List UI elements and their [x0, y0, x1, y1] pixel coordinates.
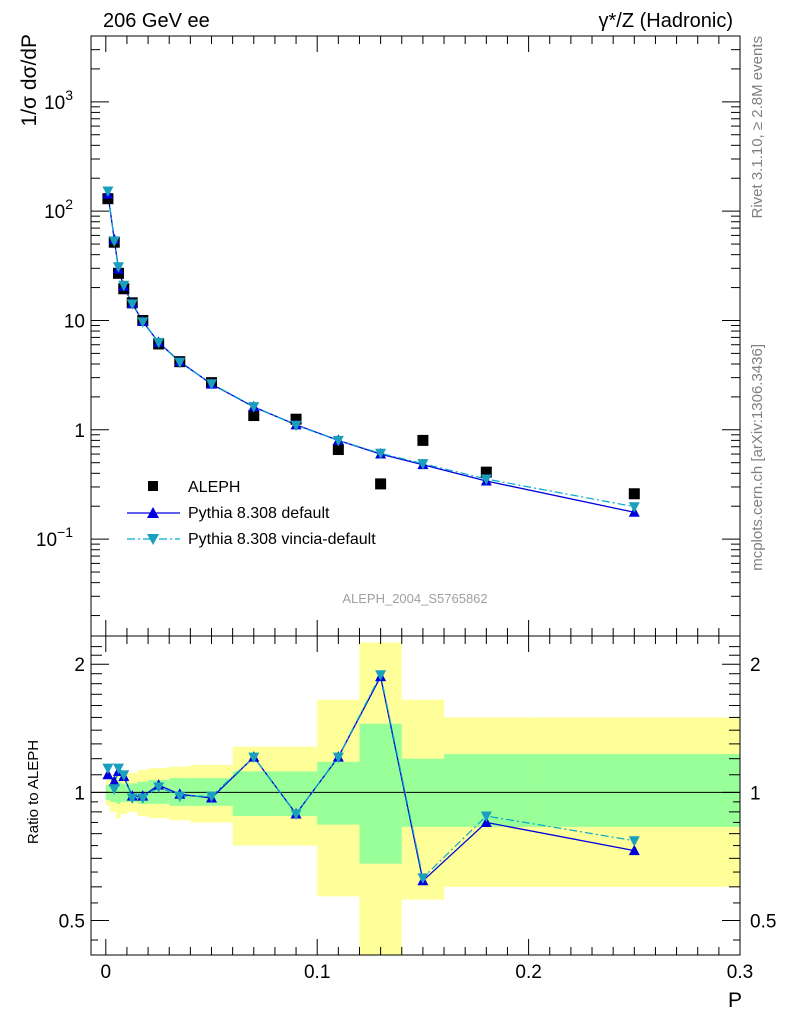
point-aleph: [628, 488, 640, 500]
point-aleph: [375, 478, 387, 490]
ratio-point-pythia-vincia: [205, 791, 217, 803]
ratio-point-pythia-vincia: [118, 770, 130, 781]
point-pythia-vincia: [375, 448, 387, 460]
legend-label-pythia-vincia: Pythia 8.308 vincia-default: [188, 531, 376, 548]
legend-label-aleph: ALEPH: [188, 479, 240, 496]
ratio-point-pythia-vincia: [375, 670, 387, 681]
ratio-uncertainty-bands: [105, 642, 740, 955]
point-aleph: [332, 444, 344, 456]
ratio-point-pythia-vincia: [108, 784, 120, 795]
point-pythia-vincia: [205, 379, 217, 390]
ratio-point-pythia-vincia: [112, 763, 124, 775]
ratio-point-pythia-vincia: [248, 752, 260, 764]
ratio-y-tick-label: 2: [74, 655, 85, 676]
axes-and-ticks: [90, 35, 741, 956]
analysis-watermark: ALEPH_2004_S5765862: [342, 591, 487, 606]
point-pythia-vincia: [112, 262, 124, 273]
legend: ALEPH Pythia 8.308 default Pythia 8.308 …: [127, 479, 376, 548]
ratio-point-pythia-vincia: [290, 809, 302, 820]
ratio-frame: [90, 635, 741, 956]
point-aleph: [248, 410, 260, 422]
main-y-tick-label: 10: [64, 311, 85, 332]
legend-marker-pythia-vincia: [147, 534, 159, 545]
ratio-point-pythia-vincia: [137, 793, 149, 805]
rivet-side-label: Rivet 3.1.10, ≥ 2.8M events: [749, 36, 766, 219]
ratio-line-pythia-vincia: [107, 672, 635, 879]
tick-labels: 0 0.1 0.2 0.3 10−1 1 10 102 103 0.5 0.5 1 1 2 2: [36, 87, 777, 983]
point-pythia-vincia: [290, 420, 302, 432]
band-inner-15: [528, 754, 740, 827]
band-inner-9: [232, 771, 275, 817]
ratio-point-pythia-default: [628, 844, 640, 856]
point-pythia-vincia: [417, 459, 429, 470]
point-pythia-vincia: [126, 299, 138, 310]
main-y-tick-label: 102: [44, 196, 73, 223]
mcplots-side-label: mcplots.cern.ch [arXiv:1306.3436]: [749, 344, 766, 571]
ratio-y-tick-label-right: 1: [750, 783, 761, 804]
main-y-tick-label: 10−1: [36, 524, 73, 551]
point-pythia-vincia: [102, 186, 114, 197]
point-aleph: [102, 193, 114, 205]
x-tick-label: 0.1: [304, 962, 330, 983]
point-aleph: [480, 466, 492, 478]
point-pythia-vincia: [108, 236, 120, 247]
header-energy-label: 206 GeV ee: [103, 10, 210, 32]
x-tick-label: 0: [101, 962, 112, 983]
ratio-point-pythia-vincia: [332, 752, 344, 764]
ratio-y-tick-label: 1: [74, 783, 85, 804]
point-pythia-vincia: [480, 474, 492, 485]
x-axis-label: P: [728, 989, 742, 1012]
ratio-point-pythia-vincia: [126, 793, 138, 805]
main-y-axis-label: 1/σ dσ/dP: [18, 34, 41, 126]
ratio-point-pythia-vincia: [102, 763, 114, 775]
legend-label-pythia-default: Pythia 8.308 default: [188, 505, 330, 522]
legend-marker-aleph: [148, 481, 158, 491]
point-pythia-vincia: [174, 357, 186, 369]
ratio-point-pythia-vincia: [417, 873, 429, 884]
ratio-y-tick-label: 0.5: [59, 912, 85, 933]
ratio-y-axis-label: Ratio to ALEPH: [25, 740, 42, 844]
series-markers: [102, 186, 640, 886]
ratio-point-pythia-vincia: [480, 811, 492, 823]
point-pythia-vincia: [153, 337, 165, 349]
line-pythia-vincia: [107, 190, 635, 508]
point-pythia-vincia: [248, 402, 260, 413]
ratio-point-pythia-vincia: [153, 782, 165, 793]
x-tick-label: 0.2: [515, 962, 541, 983]
point-pythia-vincia: [118, 280, 130, 292]
point-pythia-vincia: [137, 317, 149, 328]
main-y-tick-label: 1: [74, 421, 85, 442]
header-process-label: γ*/Z (Hadronic): [599, 10, 733, 32]
band-inner-11: [317, 761, 360, 825]
x-tick-label: 0.3: [727, 962, 753, 983]
main-y-tick-label: 103: [44, 87, 73, 114]
line-pythia-default: [107, 194, 635, 513]
ratio-y-tick-label-right: 0.5: [750, 912, 776, 933]
ratio-point-pythia-default: [108, 775, 120, 787]
legend-marker-pythia-default: [147, 507, 159, 518]
ratio-y-tick-label-right: 2: [750, 655, 761, 676]
point-aleph: [417, 434, 429, 446]
ratio-point-pythia-vincia: [628, 836, 640, 847]
point-pythia-vincia: [628, 502, 640, 513]
point-pythia-vincia: [332, 435, 344, 447]
ratio-point-pythia-vincia: [174, 791, 186, 803]
